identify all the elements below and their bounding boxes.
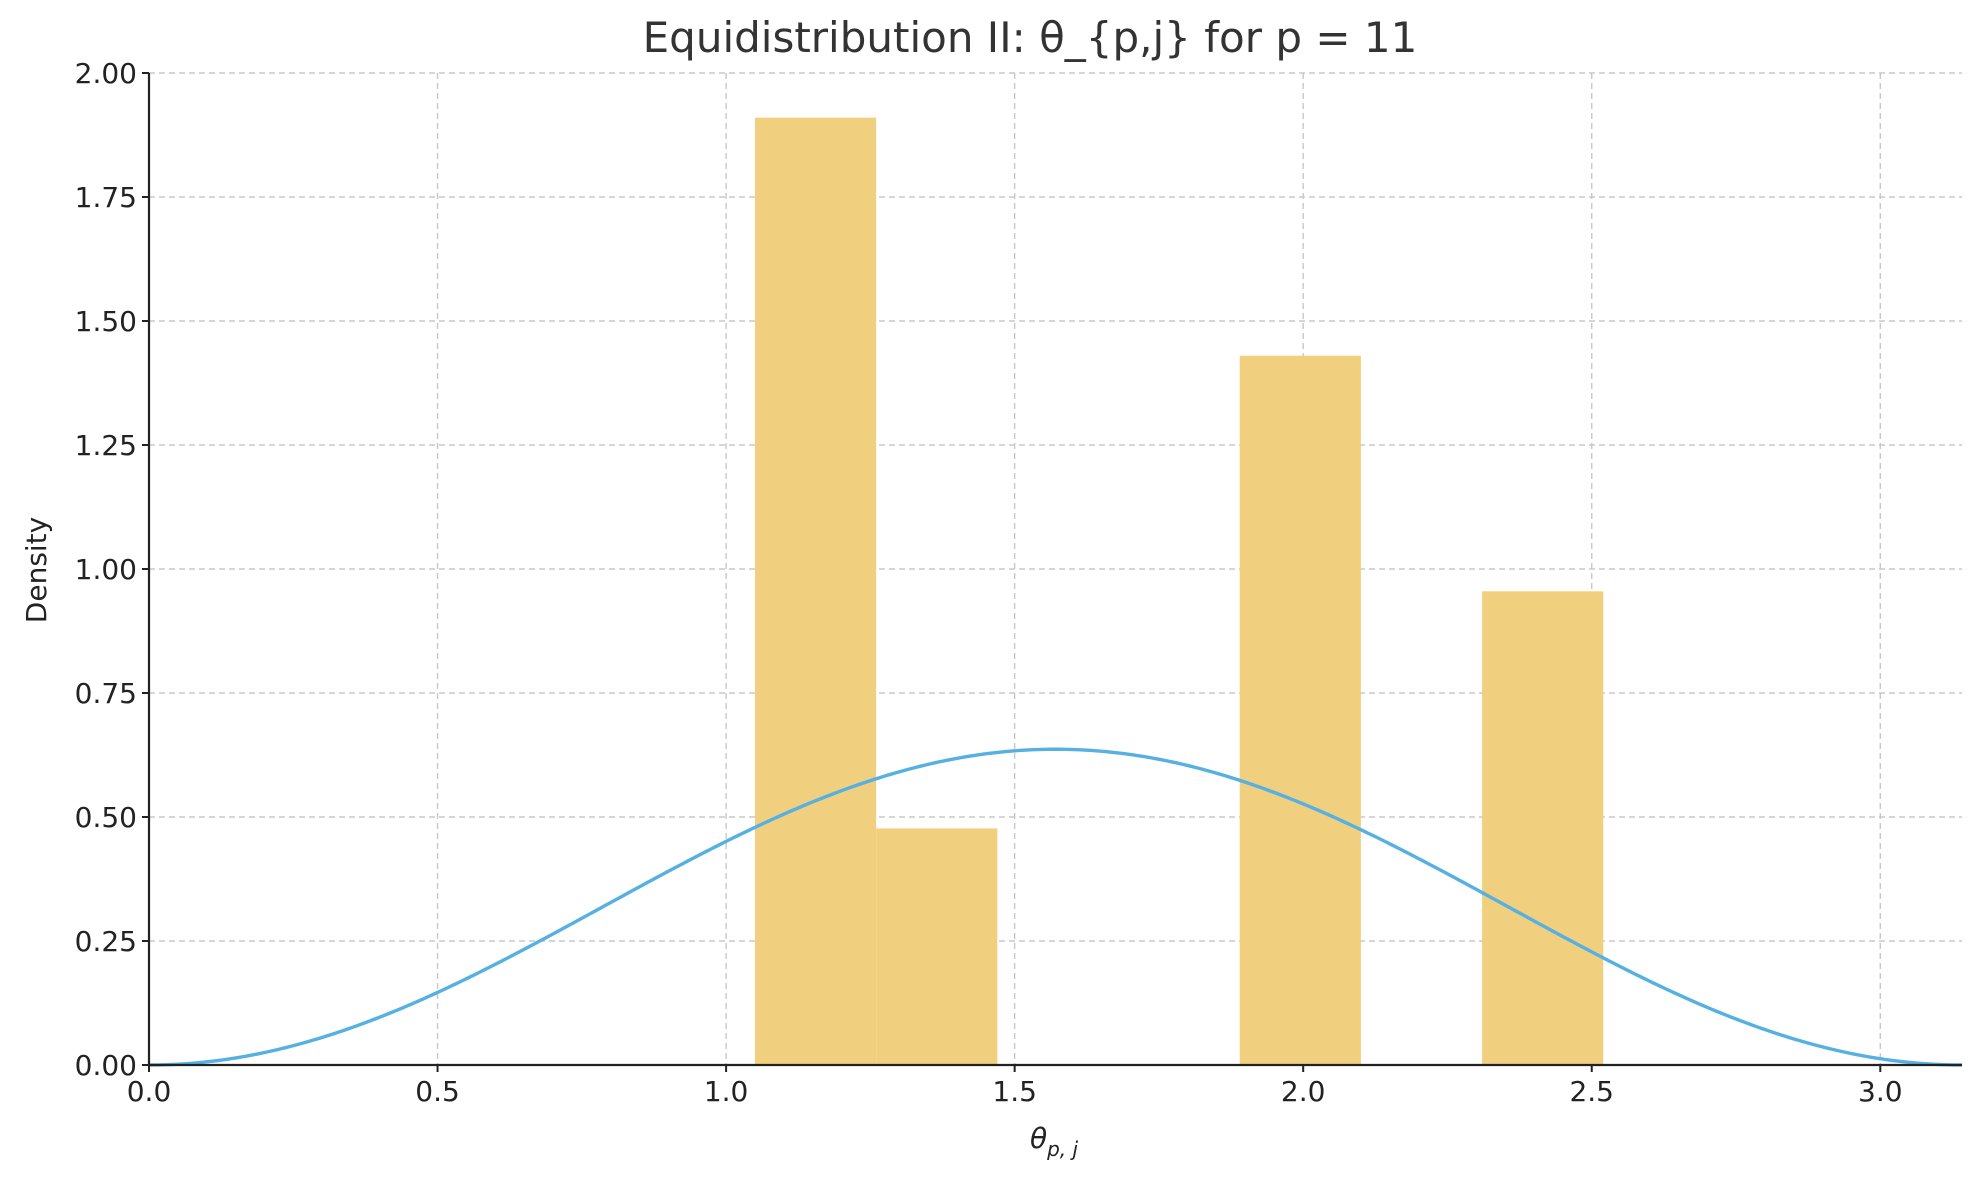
- y-tick-label: 1.00: [75, 553, 137, 586]
- histogram-bar: [1239, 355, 1361, 1066]
- histogram-bar: [1482, 591, 1604, 1065]
- x-axis-label-base: θ: [1030, 1122, 1047, 1155]
- histogram-bars: [754, 117, 1604, 1066]
- x-axis-label: θp, j: [1030, 1122, 1079, 1161]
- grid: [148, 72, 1962, 1066]
- density-curve: [148, 747, 1963, 1067]
- x-axis-ticks: 0.0 0.5 1.0 1.5 2.0 2.5 3.0: [127, 1065, 1903, 1108]
- y-tick-label: 0.25: [75, 925, 137, 958]
- x-tick-label: 1.5: [992, 1075, 1037, 1108]
- x-tick-label: 0.5: [415, 1075, 460, 1108]
- y-axis-label: Density: [20, 517, 53, 623]
- chart-title: Equidistribution II: θ_{p,j} for p = 11: [643, 13, 1418, 62]
- y-tick-label: 0.00: [75, 1049, 137, 1082]
- y-axis-ticks: 0.00 0.25 0.50 0.75 1.00 1.25 1.50 1.75 2.00: [75, 57, 149, 1082]
- x-tick-label: 2.5: [1569, 1075, 1614, 1108]
- y-tick-label: 1.25: [75, 429, 137, 462]
- histogram-bar: [876, 828, 998, 1065]
- y-tick-label: 2.00: [75, 57, 137, 90]
- y-tick-label: 0.50: [75, 801, 137, 834]
- x-tick-label: 2.0: [1281, 1075, 1326, 1108]
- density-curve-group: [148, 747, 1963, 1067]
- y-tick-label: 1.50: [75, 305, 137, 338]
- x-tick-label: 1.0: [704, 1075, 749, 1108]
- x-axis-label-subscript: p, j: [1046, 1137, 1078, 1161]
- x-tick-label: 3.0: [1858, 1075, 1903, 1108]
- y-tick-label: 1.75: [75, 181, 137, 214]
- x-tick-label: 0.0: [127, 1075, 172, 1108]
- y-tick-label: 0.75: [75, 677, 137, 710]
- histogram-bar: [754, 117, 877, 1065]
